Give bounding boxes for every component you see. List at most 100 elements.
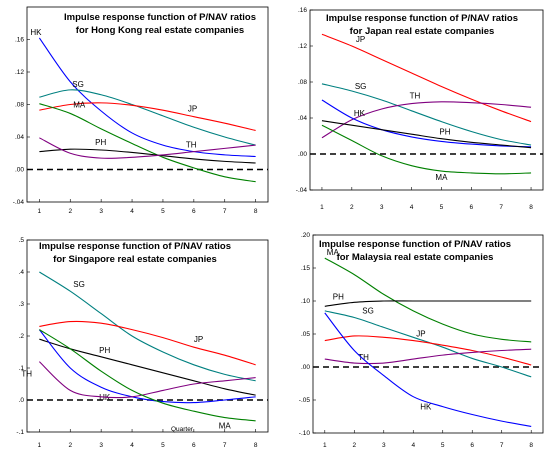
x-tick-label: 3	[382, 442, 386, 449]
series-line-th	[39, 137, 256, 159]
series-label-ph: PH	[95, 138, 106, 147]
y-tick-label: -.05	[299, 397, 311, 404]
x-tick-label: 6	[470, 442, 474, 449]
series-line-hk	[38, 329, 256, 404]
y-tick-label: -.04	[296, 187, 308, 194]
series-line-ma	[39, 329, 256, 422]
series-line-th	[321, 101, 532, 139]
y-tick-label: .08	[298, 79, 307, 86]
series-label-sg: SG	[73, 280, 85, 289]
x-tick-label: 5	[440, 204, 444, 211]
chart-title: for Singapore real estate companies	[53, 254, 217, 265]
series-label-ph: PH	[439, 128, 450, 137]
y-tick-label: .04	[15, 134, 24, 141]
y-tick-label: .12	[15, 69, 24, 76]
plot-frame	[26, 239, 269, 433]
series-line-jp	[324, 335, 532, 366]
series-label-hk: HK	[420, 403, 432, 412]
series-line-th	[324, 348, 532, 365]
series-line-sg	[39, 271, 256, 382]
series-label-hk: HK	[30, 28, 42, 37]
y-tick-label: .08	[15, 102, 24, 109]
y-tick-label: .2	[19, 333, 25, 340]
chart-title: for Malaysia real estate companies	[337, 252, 494, 263]
series-line-th	[38, 361, 256, 399]
series-label-sg: SG	[362, 307, 374, 316]
x-tick-label: 2	[350, 204, 354, 211]
chart-japan: -.04 .00 .04 .08 .12 .16 1 2 3 4 5 6 7 8 Impulse respo…	[296, 7, 544, 211]
x-tick-label: 8	[529, 442, 533, 449]
x-tick-label: 8	[529, 204, 533, 211]
series-label-sg: SG	[72, 80, 84, 89]
chart-malaysia: -.10 -.05 .00 .05 .10 .15 .20 1 2 3 4 5 6 7 8 Impulse r…	[299, 232, 544, 449]
plot-frame	[26, 6, 269, 203]
x-tick-label: 5	[441, 442, 445, 449]
x-tick-label: 1	[323, 442, 327, 449]
x-tick-label: 6	[469, 204, 473, 211]
x-tick-label: 1	[38, 208, 42, 215]
x-tick-label: 5	[161, 442, 165, 449]
chart-title: Impulse response function of P/NAV ratio…	[39, 241, 231, 252]
y-tick-label: .3	[19, 301, 25, 308]
x-tick-label: 7	[499, 204, 503, 211]
chart-title: Impulse response function of P/NAV ratio…	[326, 13, 518, 24]
series-label-ma: MA	[327, 248, 340, 257]
x-tick-label: 3	[380, 204, 384, 211]
y-tick-label: .05	[301, 331, 310, 338]
series-label-ma: MA	[219, 422, 232, 431]
y-tick-label: .16	[298, 7, 307, 14]
series-line-ph	[39, 338, 256, 396]
x-tick-label: 8	[254, 208, 258, 215]
series-label-th: TH	[21, 370, 32, 379]
y-tick-label: .16	[15, 37, 24, 44]
y-tick-label: .00	[298, 151, 307, 158]
x-tick-label: 7	[223, 208, 227, 215]
x-tick-label: 2	[68, 442, 72, 449]
series-line-sg	[324, 310, 532, 378]
series-label-ma: MA	[73, 100, 86, 109]
x-tick-label: 4	[410, 204, 414, 211]
series-label-ma: MA	[435, 173, 448, 182]
y-tick-label: .10	[301, 298, 310, 305]
y-tick-label: .04	[298, 115, 307, 122]
series-line-ma	[324, 257, 532, 343]
chart-hong-kong: -.04 .00 .04 .08 .12 .16 1 2 3 4 5 6 7 8 Impulse respo…	[13, 6, 269, 215]
series-label-th: TH	[410, 92, 421, 101]
series-line-hk	[321, 99, 532, 148]
series-line-jp	[321, 33, 532, 123]
x-tick-label: 4	[130, 208, 134, 215]
series-label-jp: JP	[356, 35, 365, 44]
x-tick-label: 2	[352, 442, 356, 449]
y-tick-label: .0	[19, 397, 25, 404]
x-tick-label: 3	[99, 208, 103, 215]
y-tick-label: .20	[301, 232, 310, 239]
chart-title: for Hong Kong real estate companies	[76, 25, 244, 36]
y-tick-label: -.10	[299, 430, 311, 437]
series-label-jp: JP	[188, 105, 197, 114]
series-line-jp	[39, 102, 256, 132]
y-tick-label: -.04	[13, 199, 25, 206]
series-line-sg	[321, 83, 532, 146]
series-line-ma	[39, 103, 256, 183]
series-line-ph	[324, 300, 532, 307]
series-label-ph: PH	[333, 292, 344, 301]
y-tick-label: -.1	[16, 429, 24, 436]
series-line-ph	[321, 120, 532, 149]
y-tick-label: .12	[298, 43, 307, 50]
y-tick-label: .15	[301, 265, 310, 272]
series-label-jp: JP	[194, 335, 203, 344]
x-tick-label: 8	[254, 442, 258, 449]
series-label-ph: PH	[99, 346, 110, 355]
chart-title: Impulse response function of P/NAV ratio…	[64, 12, 256, 23]
series-line-ph	[39, 148, 256, 164]
y-tick-label: .1	[19, 365, 25, 372]
series-label-th: TH	[186, 141, 197, 150]
x-tick-label: 6	[192, 442, 196, 449]
series-label-hk: HK	[354, 109, 366, 118]
chart-singapore: -.1 .0 .1 .2 .3 .4 .5 1 2 3 4 5 6 7 8 Impulse response …	[16, 237, 269, 449]
series-line-hk	[38, 37, 256, 158]
y-tick-label: .4	[19, 269, 25, 276]
series-line-ma	[321, 124, 532, 175]
chart-title: for Japan real estate companies	[350, 26, 495, 37]
